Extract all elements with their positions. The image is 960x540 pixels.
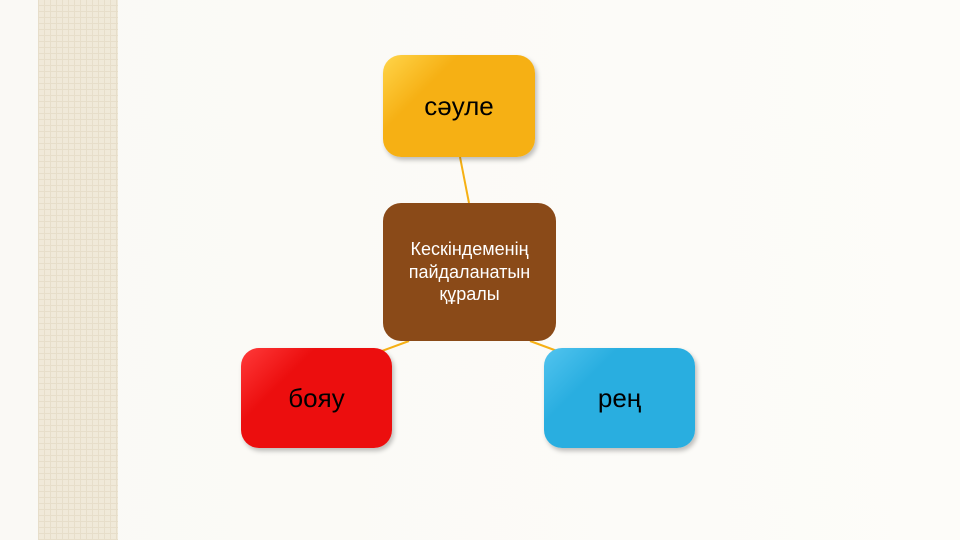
center-node-label: Кескіндеменің пайдаланатын құралы [383,238,556,306]
node-label: рең [598,383,641,414]
node-label: бояу [288,383,344,414]
node-top: сәуле [383,55,535,157]
node-left: бояу [241,348,392,448]
radial-diagram: Кескіндеменің пайдаланатын құралы сәуле … [0,0,960,540]
node-right: рең [544,348,695,448]
center-node: Кескіндеменің пайдаланатын құралы [383,203,556,341]
node-label: сәуле [424,91,494,122]
